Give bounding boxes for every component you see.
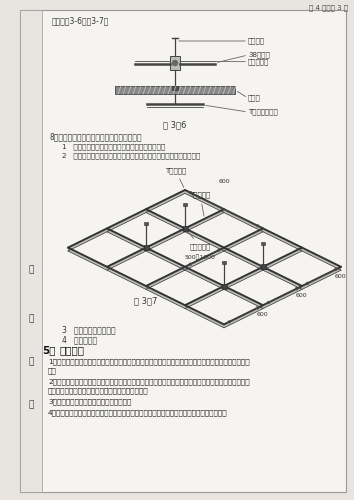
Text: 1、轻钢骨架、罩面板及其他吊顶材料在入场存放、使用过程中应严格管理，保证不变形、不受潮、不生: 1、轻钢骨架、罩面板及其他吊顶材料在入场存放、使用过程中应严格管理，保证不变形、…	[48, 358, 250, 364]
Text: 目技术人员同意后更改，不得随意改变、挪动吊杆。: 目技术人员同意后更改，不得随意改变、挪动吊杆。	[48, 387, 149, 394]
Text: 图 3－6: 图 3－6	[163, 120, 187, 129]
Text: 成品保护: 成品保护	[60, 345, 85, 355]
Polygon shape	[107, 228, 146, 251]
Bar	[183, 203, 187, 206]
Polygon shape	[68, 228, 107, 251]
Polygon shape	[224, 267, 263, 289]
Polygon shape	[107, 209, 146, 232]
Polygon shape	[224, 228, 263, 251]
Polygon shape	[263, 228, 302, 251]
Polygon shape	[146, 286, 185, 308]
Polygon shape	[185, 190, 224, 212]
Polygon shape	[146, 248, 185, 270]
Text: 600: 600	[335, 274, 346, 279]
Text: 600: 600	[218, 179, 230, 184]
Text: 4、轻钢骨架及罩面板安装应注意保护顶棚内各种管线，轻钢骨架的吊杆、龙骨不准固定在通: 4、轻钢骨架及罩面板安装应注意保护顶棚内各种管线，轻钢骨架的吊杆、龙骨不准固定在…	[48, 409, 228, 416]
Text: 内: 内	[28, 358, 34, 366]
Polygon shape	[185, 228, 224, 251]
Text: 600: 600	[257, 312, 268, 318]
Text: 5。: 5。	[42, 345, 56, 355]
Bar	[143, 245, 148, 250]
Text: 2、施轻吊顶施吊杆严禁攀搂机电管道、线路及挂用；机电管道、线路如与吊顶吊杆位置矛盾，须经过项: 2、施轻吊顶施吊杆严禁攀搂机电管道、线路及挂用；机电管道、线路如与吊顶吊杆位置矛…	[48, 378, 250, 384]
Text: 主龙骨挂件: 主龙骨挂件	[187, 230, 211, 250]
Text: 底: 底	[28, 314, 34, 323]
Polygon shape	[263, 286, 302, 308]
Polygon shape	[263, 267, 302, 289]
Text: 交: 交	[28, 266, 34, 275]
Polygon shape	[68, 248, 107, 270]
Polygon shape	[185, 248, 224, 270]
Text: 容: 容	[28, 400, 34, 409]
Polygon shape	[185, 267, 224, 289]
Polygon shape	[107, 267, 146, 289]
Bar	[222, 260, 226, 264]
Polygon shape	[302, 267, 341, 289]
Text: 500～1000: 500～1000	[184, 254, 215, 260]
Polygon shape	[224, 305, 263, 328]
Polygon shape	[185, 209, 224, 232]
Polygon shape	[146, 209, 185, 232]
Text: 1   吊顶工程的施工图、设计说明及其他设计文件。: 1 吊顶工程的施工图、设计说明及其他设计文件。	[62, 143, 165, 150]
Bar	[183, 226, 188, 231]
Bar	[20, 10, 42, 492]
Text: T型副龙骨: T型副龙骨	[189, 192, 211, 216]
Polygon shape	[146, 190, 185, 212]
Bar	[115, 86, 235, 94]
Polygon shape	[185, 305, 224, 328]
Bar	[172, 86, 178, 90]
Text: 圆台形螺: 圆台形螺	[248, 38, 265, 44]
Text: 覆饰板: 覆饰板	[248, 94, 261, 102]
Bar	[144, 222, 148, 226]
Polygon shape	[224, 286, 263, 308]
Polygon shape	[146, 267, 185, 289]
Bar	[222, 284, 227, 288]
Text: 锈。: 锈。	[48, 367, 57, 374]
Polygon shape	[224, 248, 263, 270]
Text: 600: 600	[296, 293, 307, 298]
Bar	[261, 242, 265, 244]
Text: T型主龙骨: T型主龙骨	[165, 167, 186, 188]
Text: 2   材料的产品合格证书、性能检测报告、进场验收记录和复验报告。: 2 材料的产品合格证书、性能检测报告、进场验收记录和复验报告。	[62, 152, 200, 158]
Bar	[170, 56, 180, 70]
Text: 3   隐蔽工程验收记录；: 3 隐蔽工程验收记录；	[62, 325, 116, 334]
Circle shape	[172, 60, 177, 66]
Text: 详图见图3-6、图3-7：: 详图见图3-6、图3-7：	[52, 16, 109, 25]
Text: T型龙骨及挂件: T型龙骨及挂件	[248, 108, 278, 116]
Text: 共 4 页，第 3 页: 共 4 页，第 3 页	[309, 4, 348, 10]
Polygon shape	[107, 248, 146, 270]
Polygon shape	[146, 228, 185, 251]
Text: 3、吊顶龙骨上禁止铺设机电管道、线路。: 3、吊顶龙骨上禁止铺设机电管道、线路。	[48, 398, 131, 404]
Polygon shape	[302, 248, 341, 270]
Text: 8、吊顶工程验收时应检查下列文件和记录：: 8、吊顶工程验收时应检查下列文件和记录：	[50, 132, 143, 141]
Polygon shape	[263, 248, 302, 270]
Text: 图 3－7: 图 3－7	[134, 296, 158, 305]
Text: 38主龙骨: 38主龙骨	[248, 52, 270, 59]
Text: 4   施工记录。: 4 施工记录。	[62, 335, 97, 344]
Polygon shape	[185, 286, 224, 308]
Text: 主龙骨挂件: 主龙骨挂件	[248, 58, 269, 65]
Bar	[261, 264, 266, 270]
Polygon shape	[224, 209, 263, 232]
